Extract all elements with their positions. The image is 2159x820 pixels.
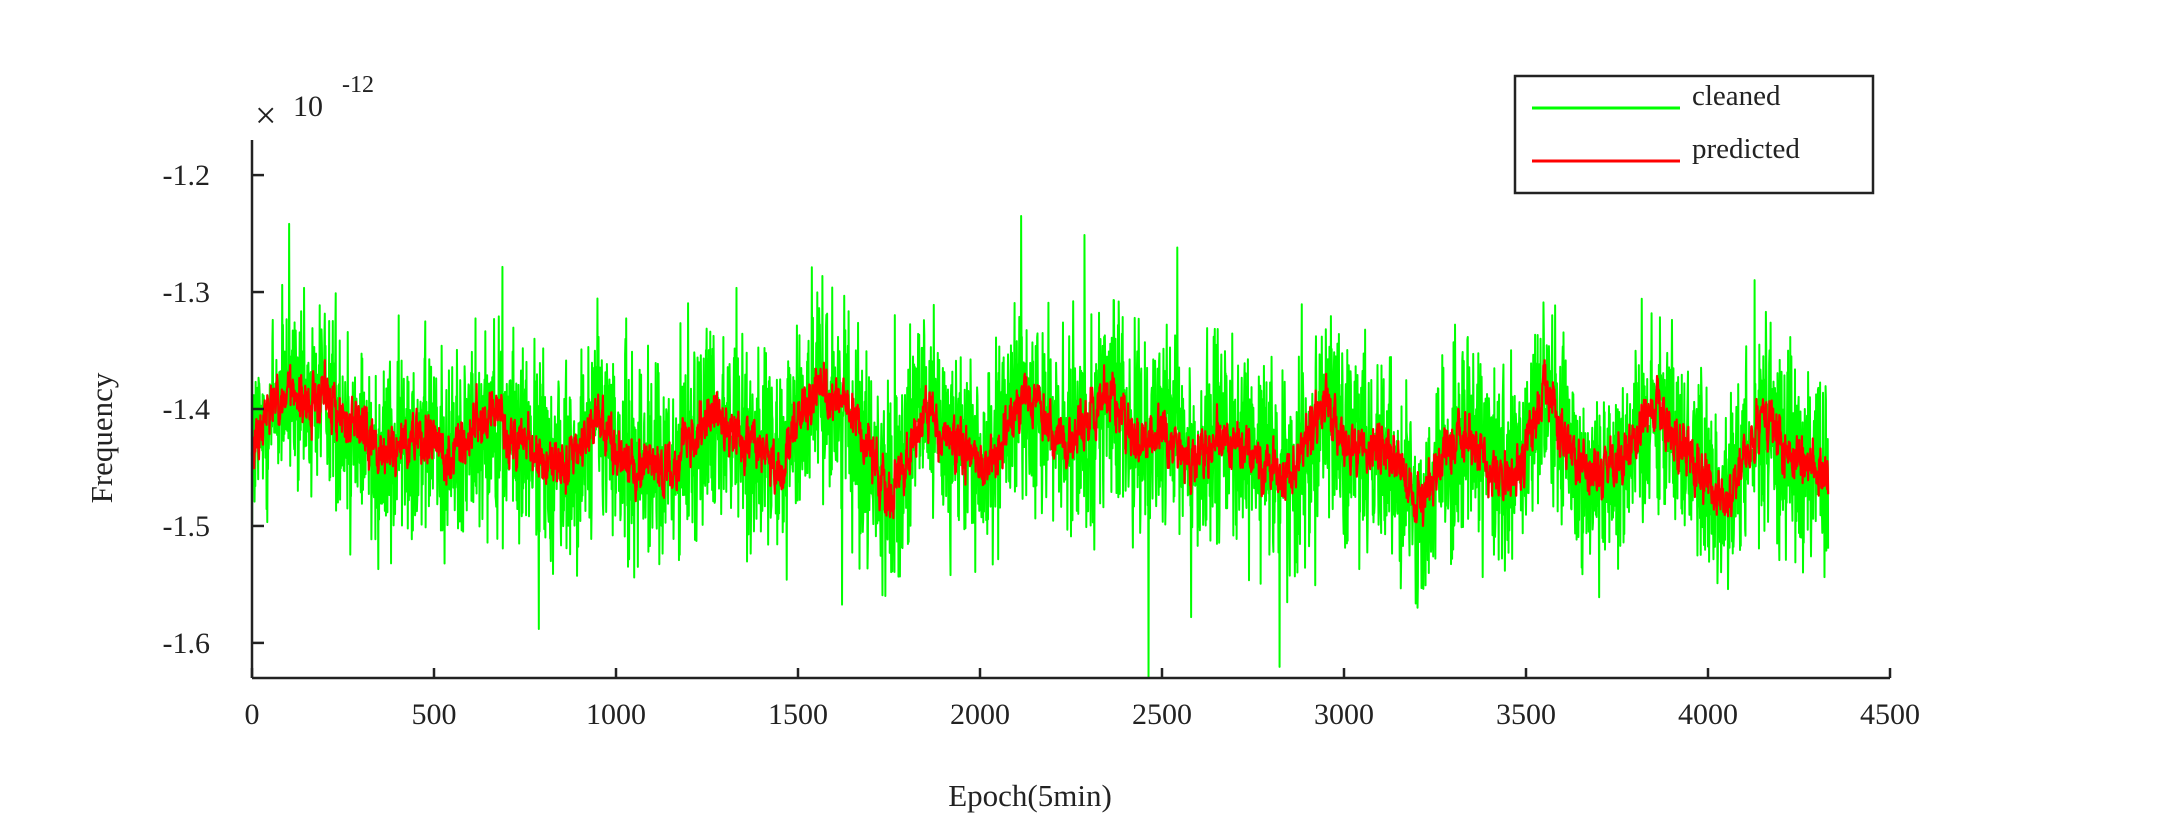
x-tick-label: 2500 bbox=[1132, 698, 1192, 731]
multiplier-base: 10 bbox=[293, 90, 323, 123]
x-tick-label: 0 bbox=[245, 698, 260, 731]
x-tick-label: 2000 bbox=[950, 698, 1010, 731]
multiplier-exponent: -12 bbox=[342, 72, 374, 98]
x-axis-title: Epoch(5min) bbox=[948, 778, 1112, 813]
x-tick-label: 4500 bbox=[1860, 698, 1920, 731]
x-tick-label: 1000 bbox=[586, 698, 646, 731]
x-tick-label: 500 bbox=[412, 698, 457, 731]
y-ticks: -1.2 -1.3 -1.4 -1.5 -1.6 bbox=[163, 159, 264, 660]
y-tick-label: -1.6 bbox=[163, 627, 211, 660]
y-axis-title: Frequency bbox=[84, 372, 119, 503]
series-cleaned-line bbox=[251, 214, 1830, 679]
legend-label-predicted: predicted bbox=[1692, 133, 1800, 165]
cleaned-line-path bbox=[251, 214, 1830, 679]
multiplier-times-symbol: × bbox=[255, 95, 276, 137]
x-tick-label: 1500 bbox=[768, 698, 828, 731]
y-axis-multiplier: × 10 -12 bbox=[255, 72, 374, 137]
x-ticks: 0 500 1000 1500 2000 2500 3000 3500 4000 4500 bbox=[245, 668, 1920, 731]
y-tick-label: -1.3 bbox=[163, 276, 211, 309]
legend-box bbox=[1513, 74, 1875, 195]
legend-label-cleaned: cleaned bbox=[1692, 80, 1781, 112]
plot-area bbox=[250, 214, 1830, 679]
legend: cleaned predicted bbox=[1513, 74, 1875, 195]
predicted-line-path bbox=[250, 359, 1830, 528]
x-tick-label: 4000 bbox=[1678, 698, 1738, 731]
y-tick-label: -1.5 bbox=[163, 510, 211, 543]
x-tick-label: 3000 bbox=[1314, 698, 1374, 731]
y-tick-label: -1.4 bbox=[163, 393, 211, 426]
x-tick-label: 3500 bbox=[1496, 698, 1556, 731]
axes: 0 500 1000 1500 2000 2500 3000 3500 4000 4500 -1.… bbox=[163, 140, 1920, 731]
y-tick-label: -1.2 bbox=[163, 159, 211, 192]
series-predicted-line bbox=[250, 359, 1830, 528]
